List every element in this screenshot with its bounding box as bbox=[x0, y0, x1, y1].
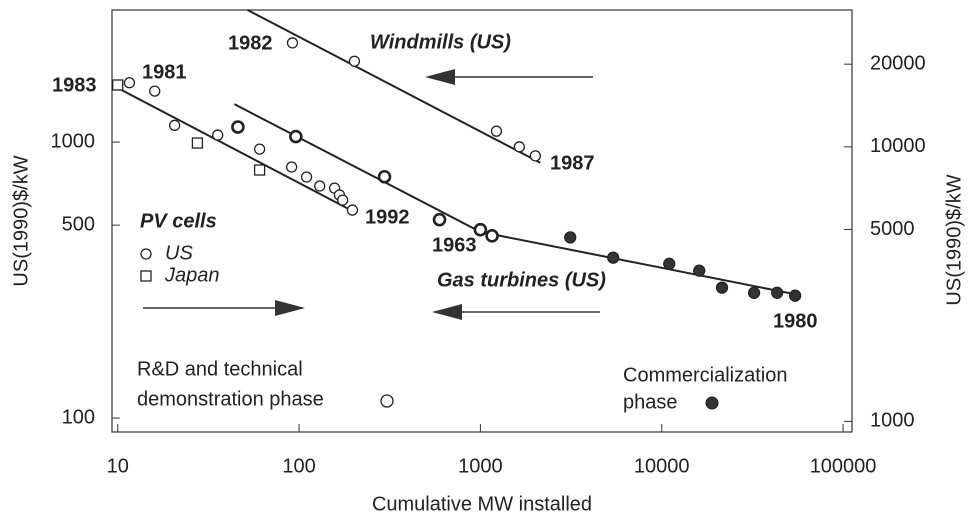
year-label: 1992 bbox=[365, 206, 410, 228]
plot-frame bbox=[111, 9, 853, 433]
legend-symbol bbox=[140, 270, 152, 282]
y-axis-label: US(1990)$/kW bbox=[10, 155, 32, 286]
phase-label: Commercialization bbox=[623, 364, 788, 386]
data-point bbox=[212, 129, 224, 141]
series-label: Gas turbines (US) bbox=[437, 269, 606, 291]
series-label: Windmills (US) bbox=[370, 31, 511, 53]
x-tick-label: 100 bbox=[282, 455, 315, 477]
y-tick-label: 100 bbox=[62, 406, 95, 428]
phase-symbol bbox=[705, 396, 719, 410]
data-point bbox=[300, 171, 313, 183]
x-axis-label: Cumulative MW installed bbox=[372, 493, 592, 515]
arrow bbox=[425, 69, 593, 85]
x-tick-label: 10000 bbox=[634, 455, 690, 477]
data-point bbox=[377, 169, 392, 184]
data-point bbox=[253, 143, 266, 155]
y2-tick-label: 20000 bbox=[870, 52, 926, 74]
data-point bbox=[289, 129, 303, 144]
data-point bbox=[715, 281, 729, 294]
data-point bbox=[231, 120, 245, 134]
data-point bbox=[485, 229, 499, 243]
data-point bbox=[564, 231, 577, 244]
data-point bbox=[663, 257, 676, 270]
year-label: 1963 bbox=[432, 234, 477, 256]
x-tick-label: 10 bbox=[107, 455, 129, 477]
legend-symbol bbox=[140, 248, 152, 260]
year-label: 1982 bbox=[228, 32, 273, 54]
legend-entry: Japan bbox=[164, 264, 220, 286]
arrow bbox=[143, 300, 305, 316]
year-label: 1980 bbox=[773, 310, 818, 332]
data-point bbox=[348, 55, 361, 67]
data-point bbox=[286, 37, 299, 49]
phase-label: phase bbox=[623, 391, 678, 413]
y2-axis-label: US(1990)$/kW bbox=[943, 174, 965, 305]
trend-line bbox=[233, 103, 797, 296]
trend-line bbox=[247, 9, 541, 164]
data-point bbox=[529, 150, 542, 162]
data-point bbox=[693, 264, 706, 277]
trend-line bbox=[111, 84, 355, 213]
data-point bbox=[337, 194, 349, 206]
year-label: 1981 bbox=[142, 61, 187, 83]
phase-label: R&D and technical bbox=[137, 358, 303, 380]
data-point bbox=[314, 180, 326, 192]
arrow bbox=[432, 304, 600, 320]
data-point bbox=[473, 222, 488, 237]
legend-entry: US bbox=[165, 242, 193, 264]
y2-tick-label: 5000 bbox=[870, 218, 915, 240]
data-point bbox=[149, 85, 161, 97]
data-point bbox=[513, 141, 526, 153]
data-point bbox=[788, 289, 802, 302]
data-point bbox=[490, 125, 503, 137]
year-label: 1983 bbox=[52, 74, 97, 96]
data-point bbox=[285, 161, 298, 173]
data-point bbox=[747, 286, 761, 299]
x-tick-label: 100000 bbox=[810, 455, 877, 477]
data-point bbox=[607, 251, 620, 264]
data-point bbox=[346, 204, 359, 216]
data-point bbox=[432, 212, 447, 227]
year-label: 1987 bbox=[550, 152, 595, 174]
y-tick-label: 1000 bbox=[51, 130, 96, 152]
data-point bbox=[191, 137, 204, 149]
y2-tick-label: 1000 bbox=[870, 410, 915, 432]
y-tick-label: 500 bbox=[62, 213, 95, 235]
legend-title: PV cells bbox=[140, 210, 217, 232]
data-point bbox=[253, 164, 266, 176]
data-point bbox=[112, 79, 124, 91]
x-tick-label: 1000 bbox=[458, 455, 503, 477]
phase-symbol bbox=[380, 394, 394, 408]
phase-label: demonstration phase bbox=[137, 388, 324, 410]
data-point bbox=[168, 119, 181, 131]
y2-tick-label: 10000 bbox=[870, 135, 926, 157]
data-point bbox=[771, 286, 784, 299]
data-point bbox=[123, 77, 136, 89]
